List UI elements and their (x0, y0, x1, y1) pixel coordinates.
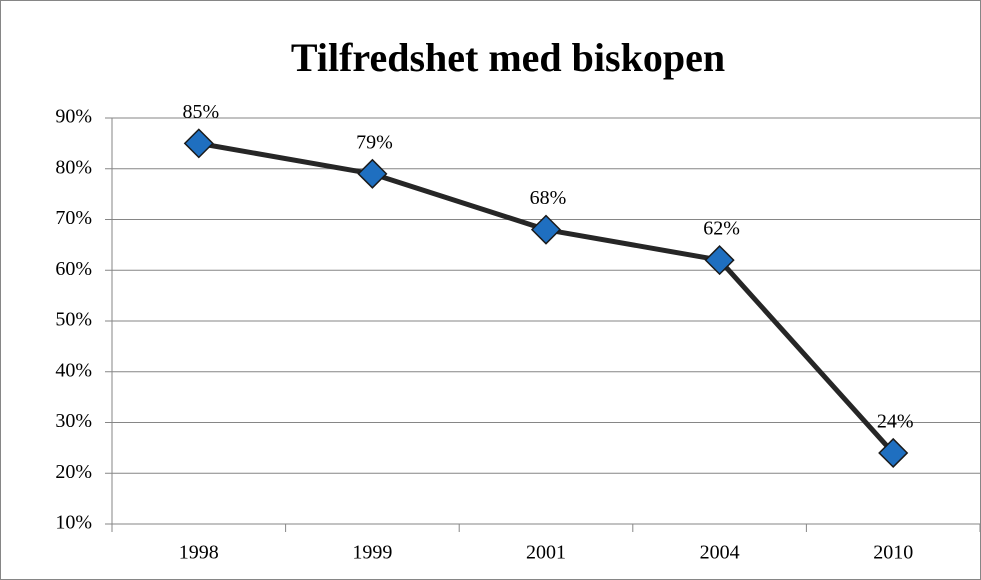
y-tick-label: 40% (55, 359, 92, 381)
y-tick-label: 80% (55, 156, 92, 178)
x-tick-label: 1998 (179, 542, 219, 564)
y-tick-label: 30% (55, 410, 92, 432)
x-tick-label: 2010 (873, 542, 913, 564)
marker (183, 128, 214, 159)
x-tick-label: 2004 (700, 542, 740, 564)
data-label: 85% (182, 101, 219, 123)
chart-title: Tilfredshet med biskopen (291, 35, 725, 80)
y-tick-label: 90% (55, 106, 92, 128)
x-tick-label: 1999 (352, 542, 392, 564)
x-tick-label: 2001 (526, 542, 566, 564)
marker (878, 437, 909, 469)
marker (530, 214, 562, 245)
y-tick-label: 20% (55, 461, 92, 483)
data-label: 62% (703, 218, 740, 240)
marker (704, 245, 735, 276)
data-label: 68% (530, 187, 567, 209)
y-tick-label: 50% (55, 309, 92, 331)
data-label: 79% (356, 131, 393, 153)
y-tick-label: 10% (55, 512, 92, 534)
y-tick-label: 60% (55, 258, 92, 280)
marker (357, 158, 388, 189)
y-tick-label: 70% (55, 207, 92, 229)
data-label: 24% (877, 411, 914, 433)
